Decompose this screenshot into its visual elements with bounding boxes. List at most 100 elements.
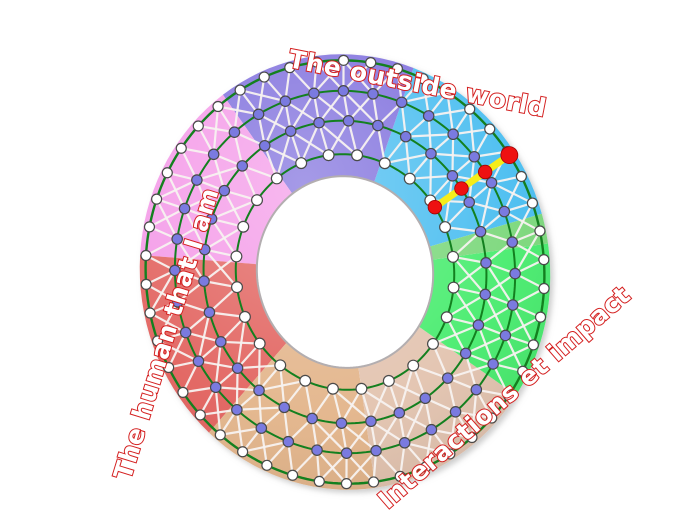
network-node[interactable]: [403, 172, 416, 185]
network-node[interactable]: [474, 225, 487, 238]
network-node[interactable]: [284, 62, 296, 74]
network-node[interactable]: [527, 339, 539, 351]
network-node[interactable]: [515, 170, 527, 183]
network-node[interactable]: [534, 311, 547, 323]
network-node[interactable]: [207, 148, 220, 161]
network-node[interactable]: [231, 362, 244, 374]
network-node[interactable]: [287, 469, 299, 481]
network-node[interactable]: [372, 119, 384, 132]
network-node[interactable]: [503, 390, 515, 402]
network-node[interactable]: [487, 358, 499, 370]
network-node[interactable]: [399, 130, 412, 143]
network-node[interactable]: [203, 306, 216, 319]
network-node[interactable]: [306, 412, 318, 425]
network-node[interactable]: [425, 147, 437, 160]
network-node[interactable]: [234, 84, 246, 96]
network-node[interactable]: [311, 444, 323, 456]
network-node[interactable]: [447, 250, 460, 263]
network-node[interactable]: [140, 278, 152, 290]
network-node[interactable]: [228, 126, 241, 138]
network-node[interactable]: [175, 142, 187, 154]
network-node[interactable]: [479, 288, 492, 301]
network-node[interactable]: [342, 115, 355, 127]
network-node[interactable]: [295, 157, 308, 170]
network-nodes[interactable]: [140, 54, 550, 490]
network-node[interactable]: [526, 197, 539, 209]
network-node[interactable]: [440, 311, 453, 324]
network-node[interactable]: [261, 459, 273, 471]
network-node[interactable]: [426, 337, 439, 350]
network-node[interactable]: [464, 103, 476, 115]
network-node[interactable]: [171, 296, 184, 308]
network-node[interactable]: [212, 100, 224, 113]
network-node[interactable]: [237, 446, 249, 458]
network-node[interactable]: [370, 444, 382, 457]
network-node[interactable]: [313, 116, 325, 129]
network-node[interactable]: [231, 403, 243, 416]
network-node[interactable]: [194, 409, 206, 421]
network-node[interactable]: [538, 282, 550, 295]
network-node[interactable]: [191, 174, 203, 186]
network-node[interactable]: [258, 71, 270, 83]
network-node[interactable]: [463, 196, 476, 209]
network-node[interactable]: [444, 448, 456, 460]
network-node[interactable]: [152, 335, 164, 347]
network-node[interactable]: [161, 167, 173, 179]
highlight-node[interactable]: [500, 146, 519, 165]
network-node[interactable]: [198, 243, 211, 256]
network-node[interactable]: [407, 359, 420, 372]
network-node[interactable]: [422, 110, 435, 122]
network-node[interactable]: [395, 96, 408, 109]
network-node[interactable]: [439, 221, 452, 234]
network-node[interactable]: [447, 281, 460, 294]
network-node[interactable]: [284, 125, 297, 137]
network-node[interactable]: [231, 281, 244, 294]
network-node[interactable]: [140, 249, 152, 262]
network-node[interactable]: [169, 264, 181, 277]
network-node[interactable]: [394, 470, 406, 482]
network-node[interactable]: [192, 355, 205, 368]
network-node[interactable]: [270, 172, 283, 185]
network-node[interactable]: [382, 374, 395, 387]
network-node[interactable]: [274, 359, 287, 372]
network-node[interactable]: [144, 307, 156, 319]
network-node[interactable]: [486, 412, 498, 424]
network-node[interactable]: [198, 275, 210, 287]
network-node[interactable]: [214, 335, 227, 348]
network-node[interactable]: [313, 475, 325, 487]
network-node[interactable]: [485, 176, 498, 189]
network-node[interactable]: [230, 250, 243, 263]
network-node[interactable]: [218, 184, 231, 197]
network-node[interactable]: [498, 205, 511, 218]
network-node[interactable]: [255, 422, 268, 434]
network-node[interactable]: [391, 63, 403, 75]
network-node[interactable]: [236, 160, 249, 172]
network-node[interactable]: [143, 221, 156, 233]
network-node[interactable]: [179, 326, 192, 339]
network-node[interactable]: [308, 87, 320, 100]
network-node[interactable]: [326, 382, 339, 395]
network-node[interactable]: [340, 478, 353, 490]
highlight-node[interactable]: [477, 164, 493, 180]
network-node[interactable]: [441, 372, 454, 384]
network-node[interactable]: [378, 157, 391, 170]
network-node[interactable]: [340, 447, 353, 459]
network-node[interactable]: [335, 417, 348, 429]
network-node[interactable]: [238, 310, 251, 323]
network-node[interactable]: [337, 54, 350, 66]
network-node[interactable]: [393, 407, 406, 419]
network-node[interactable]: [449, 406, 462, 418]
network-node[interactable]: [214, 429, 226, 441]
network-node[interactable]: [337, 85, 350, 97]
network-node[interactable]: [425, 423, 438, 436]
network-node[interactable]: [420, 461, 432, 473]
network-node[interactable]: [441, 86, 453, 98]
network-node[interactable]: [192, 120, 204, 132]
network-node[interactable]: [466, 431, 478, 444]
network-node[interactable]: [251, 194, 264, 207]
network-node[interactable]: [278, 401, 291, 414]
network-node[interactable]: [468, 150, 481, 163]
network-node[interactable]: [507, 299, 519, 311]
network-node[interactable]: [163, 361, 175, 374]
network-node[interactable]: [517, 365, 529, 377]
